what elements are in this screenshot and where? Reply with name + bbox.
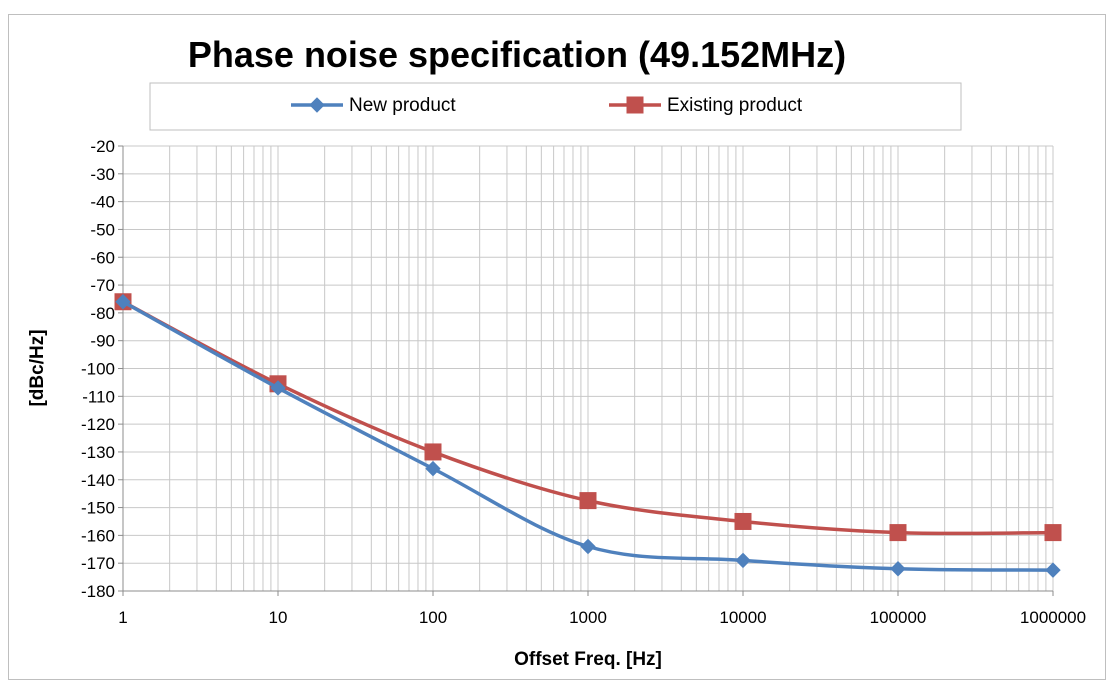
axes: -20 -30 -40 -50 -60 -70 -80 -90 -100 -110 -120 -130… bbox=[81, 137, 1086, 627]
y-tick-label: -90 bbox=[90, 332, 115, 351]
y-tick-label: -70 bbox=[90, 276, 115, 295]
series-layer bbox=[114, 293, 1062, 578]
legend-label: Existing product bbox=[667, 95, 803, 116]
y-tick-label: -130 bbox=[81, 443, 115, 462]
legend-marker bbox=[626, 96, 644, 114]
y-tick-label: -140 bbox=[81, 471, 115, 490]
data-point-new-product bbox=[1045, 562, 1061, 578]
x-tick-label: 100 bbox=[419, 608, 447, 627]
legend-marker bbox=[309, 97, 325, 113]
data-point-new-product bbox=[735, 552, 751, 569]
data-point-existing-product bbox=[734, 512, 752, 530]
y-tick-label: -100 bbox=[81, 360, 115, 379]
data-point-existing-product bbox=[424, 443, 442, 461]
y-tick-label: -170 bbox=[81, 554, 115, 573]
x-tick-label: 10 bbox=[269, 608, 288, 627]
data-point-new-product bbox=[580, 538, 596, 555]
x-tick-label: 1 bbox=[118, 608, 127, 627]
x-tick-label: 1000 bbox=[569, 608, 607, 627]
data-point-existing-product bbox=[579, 492, 597, 510]
y-tick-label: -160 bbox=[81, 526, 115, 545]
x-tick-label: 1000000 bbox=[1020, 608, 1086, 627]
y-tick-label: -150 bbox=[81, 499, 115, 518]
chart-title: Phase noise specification (49.152MHz) bbox=[188, 34, 846, 75]
y-tick-label: -50 bbox=[90, 220, 115, 239]
data-point-new-product bbox=[425, 460, 441, 477]
legend-item-new-product: New product bbox=[291, 95, 456, 116]
data-point-new-product bbox=[890, 561, 906, 577]
data-point-new-product bbox=[115, 294, 131, 310]
data-point-new-product bbox=[270, 380, 286, 396]
legend-item-existing-product: Existing product bbox=[609, 95, 803, 116]
series-new-product bbox=[115, 294, 1061, 578]
legend: New product Existing product bbox=[291, 95, 803, 116]
x-tick-label: 10000 bbox=[719, 608, 766, 627]
x-tick-label: 100000 bbox=[870, 608, 927, 627]
y-tick-label: -120 bbox=[81, 415, 115, 434]
data-point-existing-product bbox=[889, 524, 907, 542]
y-tick-label: -60 bbox=[90, 248, 115, 267]
y-tick-label: -40 bbox=[90, 193, 115, 212]
x-axis-label: Offset Freq. [Hz] bbox=[514, 649, 662, 670]
chart-frame: Phase noise specification (49.152MHz) Ne… bbox=[8, 14, 1106, 680]
y-tick-label: -180 bbox=[81, 582, 115, 601]
y-tick-label: -110 bbox=[82, 387, 115, 406]
y-tick-label: -20 bbox=[90, 137, 115, 156]
legend-box bbox=[149, 82, 962, 131]
data-point-existing-product bbox=[1044, 524, 1062, 542]
y-axis-label: [dBc/Hz] bbox=[27, 329, 48, 406]
y-tick-label: -30 bbox=[90, 165, 115, 184]
legend-label: New product bbox=[349, 95, 456, 116]
phase-noise-chart: Phase noise specification (49.152MHz) Ne… bbox=[27, 34, 1086, 670]
y-tick-label: -80 bbox=[90, 304, 115, 323]
